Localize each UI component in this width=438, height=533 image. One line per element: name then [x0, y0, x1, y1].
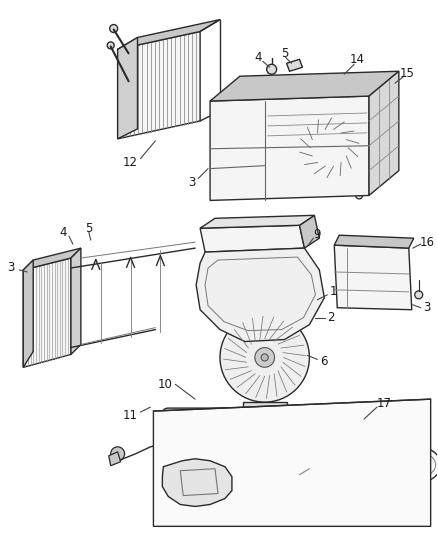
Text: 10: 10 [158, 378, 173, 391]
Text: 3: 3 [7, 262, 15, 274]
Polygon shape [200, 215, 314, 228]
Text: 4: 4 [59, 225, 67, 239]
Polygon shape [300, 215, 319, 248]
Polygon shape [23, 248, 81, 270]
Text: 2: 2 [328, 311, 335, 324]
Circle shape [196, 459, 205, 468]
Circle shape [255, 348, 275, 367]
Polygon shape [23, 258, 71, 367]
Polygon shape [334, 245, 412, 310]
Circle shape [185, 429, 195, 439]
Circle shape [219, 102, 226, 109]
Polygon shape [118, 31, 200, 139]
Polygon shape [162, 459, 232, 506]
Text: 6: 6 [321, 355, 328, 368]
Text: 5: 5 [281, 47, 288, 60]
Text: 12: 12 [123, 156, 138, 169]
Polygon shape [235, 416, 294, 424]
Polygon shape [109, 452, 120, 466]
Text: 15: 15 [399, 67, 414, 80]
Circle shape [323, 142, 335, 154]
Polygon shape [210, 71, 399, 101]
Polygon shape [334, 235, 414, 248]
Polygon shape [23, 260, 33, 367]
Circle shape [267, 64, 277, 74]
Polygon shape [286, 59, 303, 71]
Text: 17: 17 [376, 397, 392, 410]
FancyBboxPatch shape [162, 408, 268, 460]
Polygon shape [71, 248, 81, 354]
Text: 3: 3 [423, 301, 431, 314]
Polygon shape [118, 20, 220, 50]
Circle shape [220, 313, 309, 402]
Polygon shape [196, 248, 324, 342]
Polygon shape [200, 225, 304, 252]
Circle shape [111, 447, 124, 461]
Circle shape [356, 192, 363, 199]
Polygon shape [243, 402, 286, 420]
Circle shape [166, 479, 175, 488]
Circle shape [252, 461, 283, 492]
Circle shape [261, 470, 275, 483]
Circle shape [166, 462, 175, 471]
Circle shape [415, 291, 423, 299]
Text: 14: 14 [350, 53, 364, 66]
Text: 9: 9 [314, 228, 321, 241]
Polygon shape [153, 399, 431, 527]
FancyBboxPatch shape [166, 431, 184, 443]
Text: 3: 3 [188, 176, 196, 189]
Text: 11: 11 [123, 409, 138, 422]
Circle shape [110, 25, 118, 33]
Text: 5: 5 [85, 222, 92, 235]
Polygon shape [118, 37, 138, 139]
Text: 4: 4 [254, 51, 261, 64]
Circle shape [233, 429, 243, 439]
Circle shape [219, 192, 226, 199]
Polygon shape [210, 96, 369, 200]
Polygon shape [369, 71, 399, 196]
Circle shape [261, 354, 268, 361]
Text: 16: 16 [419, 236, 434, 249]
Text: 1: 1 [329, 285, 337, 298]
Circle shape [398, 271, 406, 279]
Circle shape [297, 116, 361, 180]
Circle shape [356, 102, 363, 109]
Circle shape [107, 42, 114, 49]
